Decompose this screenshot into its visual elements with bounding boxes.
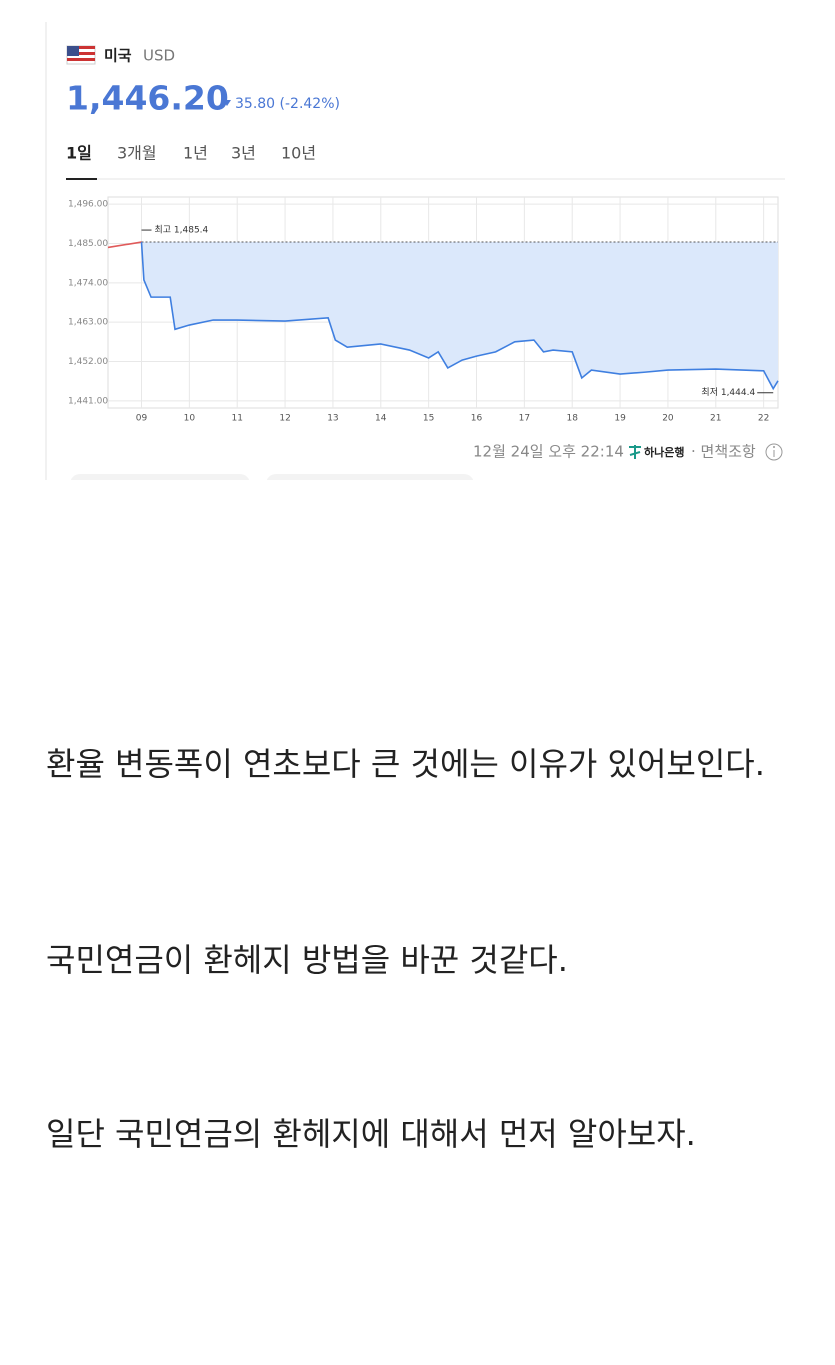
paragraph: 국민연금이 환헤지 방법을 바꾼 것같다. [46,941,568,979]
x-tick-label: 09 [136,414,148,424]
button[interactable] [70,474,250,480]
us-flag [66,45,96,65]
timestamp: 12월 24일 오후 22:14 [473,443,624,461]
chart: 1,441.00 1,452.00 1,463.00 1,474.00 1,485.00… [68,196,779,424]
y-tick-label: 1,452.00 [68,357,108,367]
annotation: 최저 1,444.4 [701,387,755,398]
y-tick-label: 1,474.00 [68,278,108,288]
tab[interactable]: 10년 [281,144,316,163]
tab[interactable]: 1일 [66,144,92,163]
rate-widget: 미국 USD 1,446.20 35.80 (-2.42%) 1일 3개월 1년 3년… [45,22,785,480]
y-tick-label: 1,441.00 [68,396,108,406]
tabs: 1일 3개월 1년 3년 10년 [66,144,316,163]
x-tick-label: 13 [327,414,338,424]
x-tick-label: 12 [279,414,290,424]
x-tick-label: 10 [184,414,196,424]
line [107,241,142,249]
area [141,242,778,389]
y-tick-label: 1,496.00 [68,200,108,210]
paragraph: 환율 변동폭이 연초보다 큰 것에는 이유가 있어보인다. [46,745,765,783]
bank: 하나은행 [644,445,684,459]
paragraph: 일단 국민연금의 환헤지에 대해서 먼저 알아보자. [46,1115,696,1153]
tab[interactable]: 1년 [183,144,208,163]
annotation: 최고 1,485.4 [155,225,209,236]
x-tick-label: 15 [423,414,434,424]
rate: 1,446.20 [66,79,229,118]
info-icon[interactable] [765,443,783,461]
line [140,242,779,391]
down-arrow [223,100,231,106]
y-tick-label: 1,485.00 [68,239,108,249]
currency: USD [143,47,175,65]
x-tick-label: 22 [758,414,769,424]
country: 미국 [104,47,132,65]
x-tick-label: 14 [375,414,387,424]
x-tick-label: 17 [519,414,530,424]
y-tick-label: 1,463.00 [68,318,108,328]
tab[interactable]: 3개월 [117,144,157,163]
x-tick-label: 19 [614,414,626,424]
bank-logo [629,445,641,459]
tab[interactable]: 3년 [231,144,256,163]
x-tick-label: 11 [231,414,242,424]
x-tick-label: 20 [662,414,674,424]
x-tick-label: 16 [471,414,483,424]
x-tick-label: 21 [710,414,721,424]
button[interactable] [266,474,474,480]
disclaimer[interactable]: · 면책조항 [691,443,756,461]
change: 35.80 (-2.42%) [235,96,340,112]
x-tick-label: 18 [566,414,578,424]
